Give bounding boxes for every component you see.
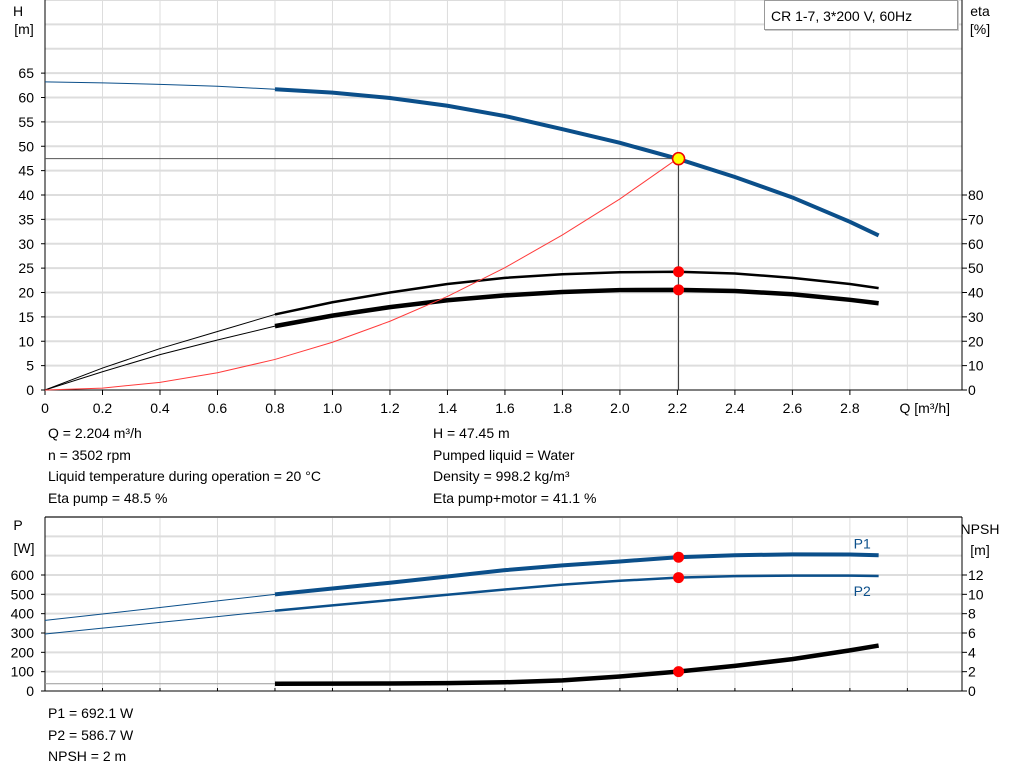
x-tick-label: 1.0 <box>323 400 343 416</box>
x-tick-label: 2.6 <box>783 400 803 416</box>
y2-axis-unit: [m] <box>970 542 989 558</box>
y-tick-label: 10 <box>18 333 34 349</box>
y-tick-label: 50 <box>18 138 34 154</box>
y-tick-label: 400 <box>11 606 35 622</box>
y2-tick-label: 30 <box>968 309 984 325</box>
x-axis-label: Q [m³/h] <box>899 400 950 416</box>
y2-axis-unit: [%] <box>970 21 990 37</box>
x-tick-label: 2.4 <box>725 400 745 416</box>
y2-tick-label: 8 <box>968 606 976 622</box>
y-tick-label: 200 <box>11 644 35 660</box>
y2-tick-label: 70 <box>968 211 984 227</box>
info-npsh: NPSH = 2 m <box>48 748 127 764</box>
x-tick-label: 0.2 <box>93 400 113 416</box>
y-tick-label: 500 <box>11 586 35 602</box>
series-head <box>274 87 880 238</box>
x-tick-label: 1.6 <box>495 400 515 416</box>
chart-title: CR 1-7, 3*200 V, 60Hz <box>771 8 913 24</box>
series-eta-pump-motor <box>274 287 879 329</box>
y-tick-label: 25 <box>18 260 34 276</box>
y-tick-label: 15 <box>18 309 34 325</box>
info-temperature: Liquid temperature during operation = 20… <box>48 468 321 484</box>
chart-title-box: CR 1-7, 3*200 V, 60Hz <box>764 0 958 30</box>
y-tick-label: 55 <box>18 114 34 130</box>
y-tick-label: 0 <box>26 382 34 398</box>
duty-point-p1 <box>673 551 685 563</box>
duty-point-npsh <box>673 666 685 678</box>
series-head-extrapolated <box>44 81 275 90</box>
y-tick-label: 5 <box>26 358 34 374</box>
y-tick-label: 45 <box>18 163 34 179</box>
info-n: n = 3502 rpm <box>48 446 131 463</box>
series-P2-extrapolated <box>44 610 276 635</box>
y2-tick-label: 12 <box>968 567 984 583</box>
y2-tick-label: 4 <box>968 644 976 660</box>
info-p1: P1 = 692.1 W <box>48 705 134 721</box>
series-eta-pump-extrapolated <box>44 313 276 391</box>
info-bottom: P1 = 692.1 W P2 = 586.7 W NPSH = 2 m <box>48 703 133 768</box>
series-P1 <box>274 552 879 597</box>
y2-tick-label: 60 <box>968 236 984 252</box>
x-tick-label: 0.6 <box>208 400 228 416</box>
x-tick-label: 0.8 <box>265 400 285 416</box>
y2-tick-label: 10 <box>968 358 984 374</box>
y-axis-unit: [m] <box>14 21 33 37</box>
series-eta-pump-motor-extrapolated <box>44 325 276 391</box>
y2-axis-label: NPSH <box>961 521 1000 537</box>
y-tick-label: 65 <box>18 65 34 81</box>
y2-tick-label: 0 <box>968 683 976 699</box>
series-NPSH <box>274 643 880 686</box>
y2-axis-label: eta <box>970 3 990 19</box>
y-tick-label: 600 <box>11 567 35 583</box>
series-label-P2: P2 <box>854 583 871 599</box>
y-tick-label: 0 <box>26 683 34 699</box>
series-system-curve <box>44 158 678 391</box>
series-eta-pump <box>274 270 879 316</box>
series-label-P1: P1 <box>854 535 871 551</box>
x-tick-label: 2.8 <box>840 400 860 416</box>
info-eta-pump: Eta pump = 48.5 % <box>48 489 168 506</box>
y-tick-label: 100 <box>11 664 35 680</box>
series-P1-extrapolated <box>44 593 276 621</box>
y-axis-label: H <box>13 3 23 19</box>
duty-point-p2 <box>673 572 685 584</box>
info-q: Q = 2.204 m³/h <box>48 425 142 441</box>
y2-tick-label: 0 <box>968 382 976 398</box>
info-p2: P2 = 586.7 W <box>48 726 134 743</box>
info-eta-pump-motor: Eta pump+motor = 41.1 % <box>433 489 597 506</box>
info-top-right: H = 47.45 m Pumped liquid = Water Densit… <box>433 423 596 509</box>
x-tick-label: 0.4 <box>150 400 170 416</box>
y2-tick-label: 10 <box>968 586 984 602</box>
y-tick-label: 60 <box>18 90 34 106</box>
y-tick-label: 30 <box>18 236 34 252</box>
y2-tick-label: 80 <box>968 187 984 203</box>
duty-point-eta-pump <box>673 266 685 278</box>
info-h: H = 47.45 m <box>433 425 510 441</box>
y-tick-label: 300 <box>11 625 35 641</box>
y2-tick-label: 20 <box>968 333 984 349</box>
y-tick-label: 35 <box>18 211 34 227</box>
y2-tick-label: 6 <box>968 625 976 641</box>
x-tick-label: 1.4 <box>438 400 458 416</box>
series-P2 <box>274 574 879 613</box>
y2-tick-label: 2 <box>968 664 976 680</box>
x-tick-label: 2.0 <box>610 400 630 416</box>
info-top-left: Q = 2.204 m³/h n = 3502 rpm Liquid tempe… <box>48 423 321 509</box>
duty-point-head <box>671 151 686 166</box>
y-tick-label: 20 <box>18 285 34 301</box>
duty-point-eta-pump-motor <box>673 284 685 296</box>
y-axis-unit: [W] <box>14 540 35 556</box>
x-tick-label: 2.2 <box>668 400 688 416</box>
y-tick-label: 40 <box>18 187 34 203</box>
x-tick-label: 1.2 <box>380 400 400 416</box>
y2-tick-label: 50 <box>968 260 984 276</box>
y-axis-label: P <box>13 517 22 533</box>
info-liquid: Pumped liquid = Water <box>433 446 575 463</box>
info-density: Density = 998.2 kg/m³ <box>433 468 570 484</box>
x-tick-label: 0 <box>41 400 49 416</box>
x-tick-label: 1.8 <box>553 400 573 416</box>
y2-tick-label: 40 <box>968 285 984 301</box>
